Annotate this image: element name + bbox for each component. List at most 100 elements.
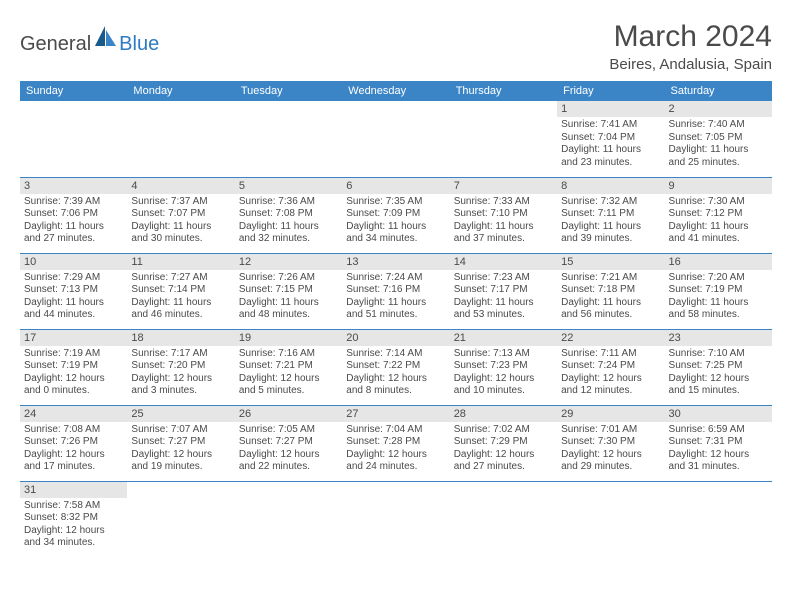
day-line: Sunset: 7:22 PM xyxy=(346,360,445,373)
calendar-empty-cell xyxy=(235,481,342,557)
day-line: Daylight: 12 hours xyxy=(346,373,445,386)
calendar-empty-cell xyxy=(342,481,449,557)
day-content: Sunrise: 7:10 AMSunset: 7:25 PMDaylight:… xyxy=(665,346,772,402)
day-line: Sunset: 7:17 PM xyxy=(454,284,553,297)
day-line: Sunrise: 7:14 AM xyxy=(346,348,445,361)
day-content: Sunrise: 7:17 AMSunset: 7:20 PMDaylight:… xyxy=(127,346,234,402)
weekday-header: Sunday xyxy=(20,81,127,101)
day-line: Sunset: 7:14 PM xyxy=(131,284,230,297)
day-number: 19 xyxy=(235,330,342,346)
day-number: 11 xyxy=(127,254,234,270)
calendar-empty-cell xyxy=(235,101,342,177)
day-line: Sunset: 7:13 PM xyxy=(24,284,123,297)
day-line: Sunset: 7:21 PM xyxy=(239,360,338,373)
day-line: and 29 minutes. xyxy=(561,461,660,474)
day-line: Sunset: 7:23 PM xyxy=(454,360,553,373)
day-number: 13 xyxy=(342,254,449,270)
day-line: Sunrise: 7:41 AM xyxy=(561,119,660,132)
day-line: and 0 minutes. xyxy=(24,385,123,398)
day-line: and 22 minutes. xyxy=(239,461,338,474)
day-line: Daylight: 12 hours xyxy=(561,373,660,386)
day-content: Sunrise: 7:40 AMSunset: 7:05 PMDaylight:… xyxy=(665,117,772,173)
day-line: Daylight: 12 hours xyxy=(24,525,123,538)
day-line: Daylight: 12 hours xyxy=(669,449,768,462)
day-line: Sunrise: 7:02 AM xyxy=(454,424,553,437)
day-content: Sunrise: 7:36 AMSunset: 7:08 PMDaylight:… xyxy=(235,194,342,250)
day-number: 12 xyxy=(235,254,342,270)
day-line: and 27 minutes. xyxy=(454,461,553,474)
day-content: Sunrise: 7:39 AMSunset: 7:06 PMDaylight:… xyxy=(20,194,127,250)
day-number: 6 xyxy=(342,178,449,194)
day-content: Sunrise: 7:14 AMSunset: 7:22 PMDaylight:… xyxy=(342,346,449,402)
day-line: and 32 minutes. xyxy=(239,233,338,246)
calendar-day-cell: 4Sunrise: 7:37 AMSunset: 7:07 PMDaylight… xyxy=(127,177,234,253)
day-line: Sunset: 7:11 PM xyxy=(561,208,660,221)
day-number: 3 xyxy=(20,178,127,194)
calendar-week-row: 24Sunrise: 7:08 AMSunset: 7:26 PMDayligh… xyxy=(20,405,772,481)
calendar-day-cell: 21Sunrise: 7:13 AMSunset: 7:23 PMDayligh… xyxy=(450,329,557,405)
day-line: Daylight: 12 hours xyxy=(239,373,338,386)
day-line: Sunset: 7:29 PM xyxy=(454,436,553,449)
day-line: Sunrise: 7:13 AM xyxy=(454,348,553,361)
day-line: Sunset: 7:08 PM xyxy=(239,208,338,221)
day-line: Sunset: 7:20 PM xyxy=(131,360,230,373)
day-content: Sunrise: 7:29 AMSunset: 7:13 PMDaylight:… xyxy=(20,270,127,326)
day-content: Sunrise: 7:13 AMSunset: 7:23 PMDaylight:… xyxy=(450,346,557,402)
day-line: Sunrise: 7:33 AM xyxy=(454,196,553,209)
day-line: and 27 minutes. xyxy=(24,233,123,246)
calendar-day-cell: 26Sunrise: 7:05 AMSunset: 7:27 PMDayligh… xyxy=(235,405,342,481)
day-line: Sunset: 7:30 PM xyxy=(561,436,660,449)
day-content: Sunrise: 7:08 AMSunset: 7:26 PMDaylight:… xyxy=(20,422,127,478)
calendar-day-cell: 23Sunrise: 7:10 AMSunset: 7:25 PMDayligh… xyxy=(665,329,772,405)
day-content: Sunrise: 6:59 AMSunset: 7:31 PMDaylight:… xyxy=(665,422,772,478)
calendar-empty-cell xyxy=(665,481,772,557)
day-line: Sunrise: 7:40 AM xyxy=(669,119,768,132)
day-line: Daylight: 11 hours xyxy=(454,297,553,310)
day-number: 5 xyxy=(235,178,342,194)
weekday-header: Saturday xyxy=(665,81,772,101)
day-line: and 25 minutes. xyxy=(669,157,768,170)
day-content: Sunrise: 7:30 AMSunset: 7:12 PMDaylight:… xyxy=(665,194,772,250)
day-line: and 56 minutes. xyxy=(561,309,660,322)
day-line: and 46 minutes. xyxy=(131,309,230,322)
day-line: Daylight: 12 hours xyxy=(346,449,445,462)
day-line: and 3 minutes. xyxy=(131,385,230,398)
day-number: 25 xyxy=(127,406,234,422)
day-line: Sunrise: 7:19 AM xyxy=(24,348,123,361)
calendar-day-cell: 7Sunrise: 7:33 AMSunset: 7:10 PMDaylight… xyxy=(450,177,557,253)
day-number: 1 xyxy=(557,101,664,117)
day-content: Sunrise: 7:16 AMSunset: 7:21 PMDaylight:… xyxy=(235,346,342,402)
day-number: 9 xyxy=(665,178,772,194)
day-line: and 24 minutes. xyxy=(346,461,445,474)
day-line: Daylight: 11 hours xyxy=(669,221,768,234)
day-line: Sunset: 7:04 PM xyxy=(561,132,660,145)
day-line: Sunset: 7:27 PM xyxy=(239,436,338,449)
day-line: and 34 minutes. xyxy=(346,233,445,246)
calendar-day-cell: 20Sunrise: 7:14 AMSunset: 7:22 PMDayligh… xyxy=(342,329,449,405)
day-line: Sunrise: 7:11 AM xyxy=(561,348,660,361)
day-line: Sunrise: 7:26 AM xyxy=(239,272,338,285)
day-number: 16 xyxy=(665,254,772,270)
day-number: 29 xyxy=(557,406,664,422)
day-line: Sunrise: 7:05 AM xyxy=(239,424,338,437)
day-content: Sunrise: 7:07 AMSunset: 7:27 PMDaylight:… xyxy=(127,422,234,478)
day-line: Daylight: 12 hours xyxy=(561,449,660,462)
day-line: Sunset: 7:16 PM xyxy=(346,284,445,297)
calendar-day-cell: 14Sunrise: 7:23 AMSunset: 7:17 PMDayligh… xyxy=(450,253,557,329)
day-line: and 10 minutes. xyxy=(454,385,553,398)
calendar-day-cell: 15Sunrise: 7:21 AMSunset: 7:18 PMDayligh… xyxy=(557,253,664,329)
day-number: 18 xyxy=(127,330,234,346)
day-line: Sunrise: 7:23 AM xyxy=(454,272,553,285)
day-line: Sunset: 7:05 PM xyxy=(669,132,768,145)
day-content: Sunrise: 7:01 AMSunset: 7:30 PMDaylight:… xyxy=(557,422,664,478)
day-line: and 30 minutes. xyxy=(131,233,230,246)
calendar-week-row: 3Sunrise: 7:39 AMSunset: 7:06 PMDaylight… xyxy=(20,177,772,253)
calendar-day-cell: 8Sunrise: 7:32 AMSunset: 7:11 PMDaylight… xyxy=(557,177,664,253)
day-line: Daylight: 11 hours xyxy=(561,221,660,234)
day-line: Sunset: 7:10 PM xyxy=(454,208,553,221)
calendar-day-cell: 28Sunrise: 7:02 AMSunset: 7:29 PMDayligh… xyxy=(450,405,557,481)
day-line: Sunset: 7:26 PM xyxy=(24,436,123,449)
logo: General Blue xyxy=(20,26,159,63)
calendar-day-cell: 30Sunrise: 6:59 AMSunset: 7:31 PMDayligh… xyxy=(665,405,772,481)
calendar-day-cell: 25Sunrise: 7:07 AMSunset: 7:27 PMDayligh… xyxy=(127,405,234,481)
